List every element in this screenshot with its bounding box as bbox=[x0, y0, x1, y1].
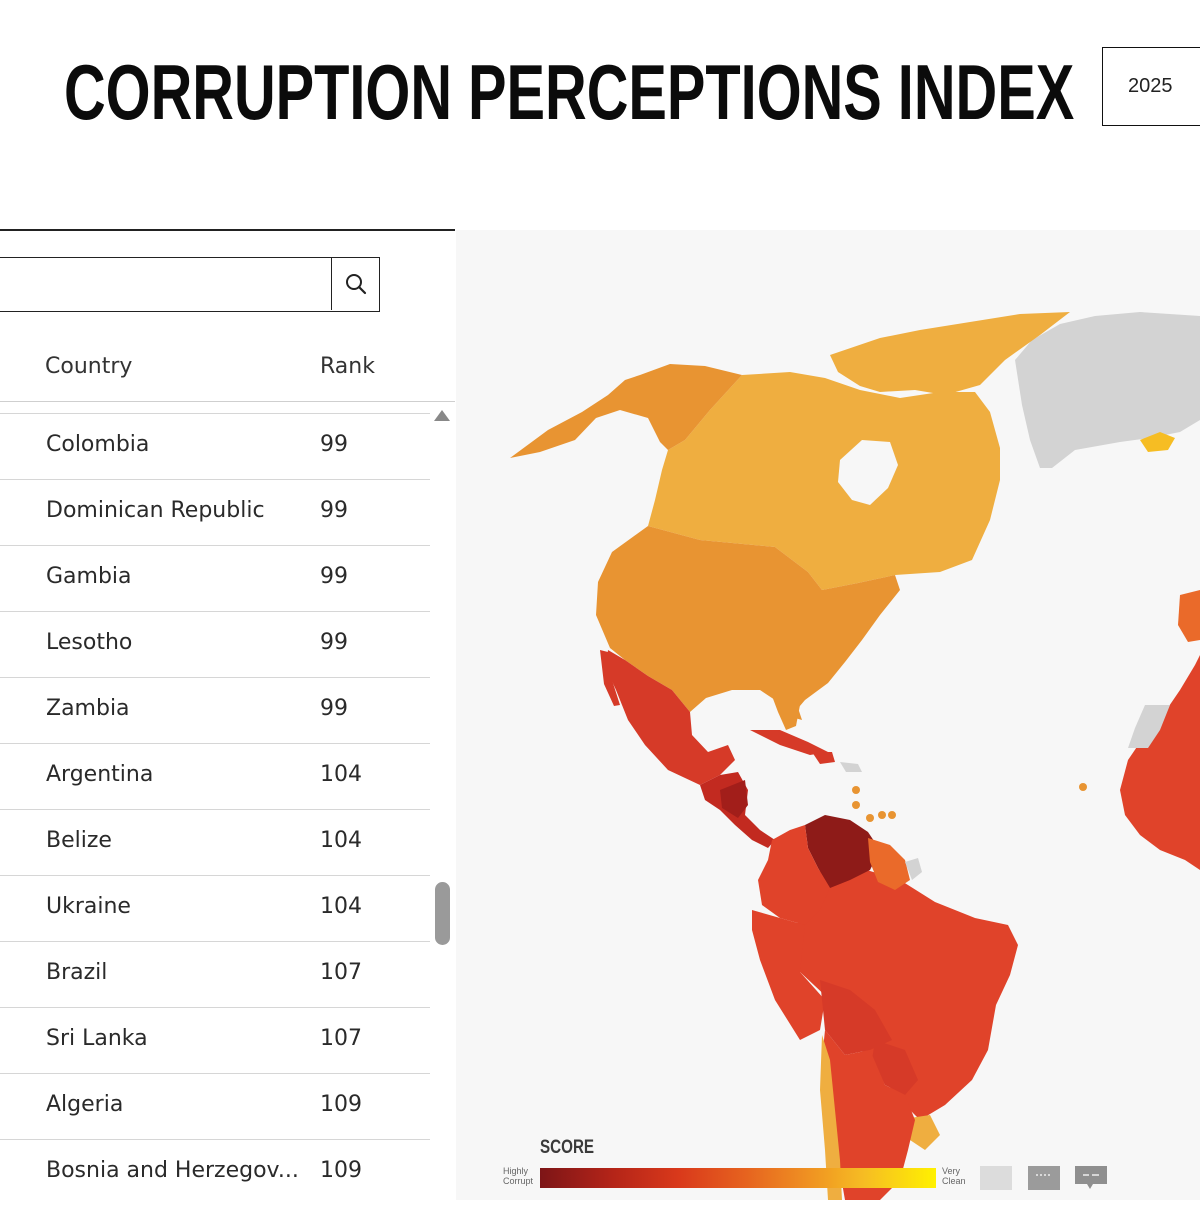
legend-low-label: Highly Corrupt bbox=[503, 1166, 534, 1186]
map-region-uruguay[interactable] bbox=[910, 1115, 940, 1150]
country-rank: 104 bbox=[320, 828, 362, 853]
map-region-french-guiana-gray[interactable] bbox=[905, 858, 922, 880]
legend-high-label: Very Clean bbox=[942, 1166, 966, 1186]
map-region-paraguay[interactable] bbox=[872, 1040, 918, 1095]
country-rank: 104 bbox=[320, 894, 362, 919]
table-row[interactable]: Zambia 99 bbox=[0, 677, 430, 743]
column-header-rank[interactable]: Rank bbox=[320, 354, 375, 379]
map-region-iberia[interactable] bbox=[1178, 590, 1200, 642]
map-region-bahamas[interactable] bbox=[790, 705, 802, 720]
search-box bbox=[0, 257, 380, 312]
map-region-western-sahara[interactable] bbox=[1128, 705, 1170, 748]
map-region-bolivia[interactable] bbox=[820, 980, 892, 1055]
country-rank: 99 bbox=[320, 630, 348, 655]
country-name: Gambia bbox=[46, 564, 132, 589]
search-button[interactable] bbox=[331, 258, 379, 310]
table-row[interactable]: Sri Lanka 107 bbox=[0, 1007, 430, 1073]
map-region-honduras[interactable] bbox=[720, 780, 748, 818]
country-name: Bosnia and Herzegov... bbox=[46, 1158, 299, 1183]
legend-no-data-swatch bbox=[980, 1166, 1012, 1190]
country-name: Colombia bbox=[46, 432, 150, 457]
country-name: Ukraine bbox=[46, 894, 131, 919]
table-row[interactable]: Argentina 104 bbox=[0, 743, 430, 809]
map-region-arctic-islands[interactable] bbox=[830, 312, 1070, 395]
world-map[interactable] bbox=[456, 230, 1200, 1200]
map-svg bbox=[510, 312, 1200, 1200]
country-list[interactable]: Colombia 99 Dominican Republic 99 Gambia 99 Le… bbox=[0, 413, 430, 1205]
year-select-value: 2025 bbox=[1128, 75, 1173, 97]
country-rank: 107 bbox=[320, 1026, 362, 1051]
map-region-chile[interactable] bbox=[820, 1035, 842, 1200]
search-input[interactable] bbox=[0, 258, 331, 310]
legend-chat-icon bbox=[1075, 1166, 1107, 1190]
country-rank: 109 bbox=[320, 1092, 362, 1117]
table-row[interactable]: Brazil 107 bbox=[0, 941, 430, 1007]
map-region-usa[interactable] bbox=[596, 526, 900, 720]
search-icon bbox=[345, 274, 366, 295]
country-rank: 99 bbox=[320, 564, 348, 589]
map-region-alaska[interactable] bbox=[510, 364, 742, 458]
country-name: Argentina bbox=[46, 762, 154, 787]
panel-divider bbox=[0, 229, 455, 231]
map-region-brazil[interactable] bbox=[795, 868, 1018, 1120]
map-region-argentina[interactable] bbox=[822, 1030, 915, 1200]
table-row[interactable]: Colombia 99 bbox=[0, 413, 430, 479]
map-region-canada[interactable] bbox=[648, 372, 1000, 590]
country-name: Zambia bbox=[46, 696, 130, 721]
map-region-greenland[interactable] bbox=[1015, 312, 1200, 468]
table-row[interactable]: Ukraine 104 bbox=[0, 875, 430, 941]
legend-color-scale bbox=[540, 1168, 936, 1188]
country-name: Algeria bbox=[46, 1092, 124, 1117]
year-select[interactable]: 2025 bbox=[1102, 47, 1200, 126]
table-row[interactable]: Dominican Republic 99 bbox=[0, 479, 430, 545]
legend-comment-icon bbox=[1028, 1166, 1060, 1190]
map-region-florida[interactable] bbox=[772, 690, 800, 730]
table-row[interactable]: Gambia 99 bbox=[0, 545, 430, 611]
header-divider bbox=[0, 401, 455, 402]
country-name: Lesotho bbox=[46, 630, 133, 655]
country-rank: 99 bbox=[320, 498, 348, 523]
map-region-cuba[interactable] bbox=[750, 730, 828, 755]
country-name: Sri Lanka bbox=[46, 1026, 148, 1051]
scroll-up-arrow[interactable] bbox=[434, 410, 450, 421]
map-region-iceland[interactable] bbox=[1140, 432, 1175, 452]
map-region-peru[interactable] bbox=[752, 910, 825, 1040]
country-rank: 109 bbox=[320, 1158, 362, 1183]
map-region-west-africa[interactable] bbox=[1120, 655, 1200, 870]
table-row[interactable]: Lesotho 99 bbox=[0, 611, 430, 677]
table-row[interactable]: Belize 104 bbox=[0, 809, 430, 875]
country-name: Belize bbox=[46, 828, 112, 853]
map-region-mexico[interactable] bbox=[606, 650, 735, 785]
legend-title: SCORE bbox=[540, 1137, 595, 1158]
column-header-country[interactable]: Country bbox=[45, 354, 133, 379]
country-rank: 99 bbox=[320, 696, 348, 721]
map-region-colombia[interactable] bbox=[758, 825, 830, 925]
map-region-hudson-bay bbox=[838, 440, 898, 505]
country-name: Brazil bbox=[46, 960, 108, 985]
map-region-baja[interactable] bbox=[600, 650, 620, 706]
map-region-venezuela[interactable] bbox=[805, 815, 880, 888]
country-rank: 104 bbox=[320, 762, 362, 787]
map-region-caribbean-gray[interactable] bbox=[840, 762, 862, 772]
map-region-hispaniola[interactable] bbox=[812, 752, 835, 764]
map-region-guyanas[interactable] bbox=[868, 838, 910, 890]
country-name: Dominican Republic bbox=[46, 498, 265, 523]
table-row[interactable]: Algeria 109 bbox=[0, 1073, 430, 1139]
country-rank: 99 bbox=[320, 432, 348, 457]
scrollbar-thumb[interactable] bbox=[435, 882, 450, 945]
country-rank: 107 bbox=[320, 960, 362, 985]
table-row[interactable]: Bosnia and Herzegov... 109 bbox=[0, 1139, 430, 1205]
page-title: CORRUPTION PERCEPTIONS INDEX bbox=[64, 48, 1075, 136]
